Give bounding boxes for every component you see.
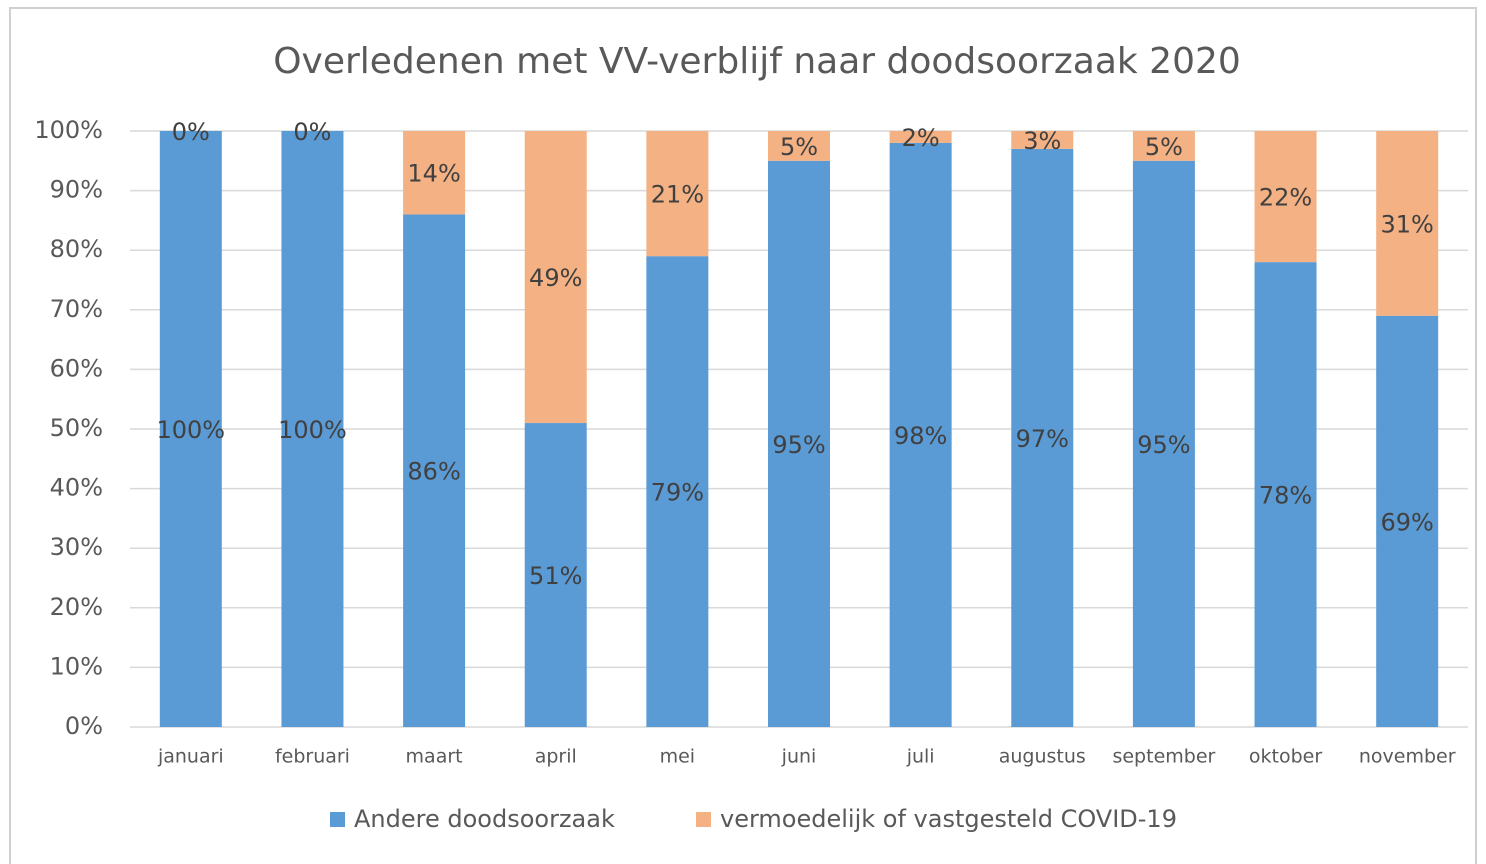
data-label: 0% (293, 118, 331, 146)
bar-segment (1011, 131, 1074, 149)
y-tick-label: 10% (50, 652, 103, 680)
bar-segment (281, 131, 344, 727)
x-tick-label: juni (781, 746, 817, 768)
legend-swatch (696, 812, 711, 827)
bar-segment (768, 160, 830, 728)
x-tick-label: augustus (999, 746, 1086, 768)
bar-segment (1376, 315, 1439, 727)
data-label: 69% (1381, 508, 1434, 536)
chart-frame (9, 7, 1477, 864)
bar-segment (524, 131, 587, 424)
data-label: 22% (1259, 184, 1312, 212)
data-label: 100% (157, 416, 226, 444)
bar-segment (1254, 131, 1317, 263)
data-label: 95% (772, 431, 825, 459)
y-tick-label: 50% (50, 414, 103, 442)
data-label: 2% (902, 124, 940, 152)
legend-swatch (330, 812, 345, 827)
x-tick-label: juli (906, 746, 935, 768)
bar-segment (646, 131, 709, 257)
x-tick-label: september (1112, 746, 1215, 768)
bar-segment (1376, 131, 1439, 316)
x-tick-label: oktober (1249, 746, 1322, 768)
bar-segment (768, 131, 830, 161)
x-tick-label: maart (406, 746, 463, 768)
bar-segment (1254, 262, 1317, 727)
y-tick-label: 90% (50, 176, 103, 204)
x-tick-label: mei (660, 746, 695, 768)
x-tick-label: november (1359, 746, 1456, 768)
bar-segment (1132, 131, 1195, 161)
data-label: 51% (529, 562, 582, 590)
bar-segment (1132, 160, 1195, 728)
x-tick-label: april (535, 746, 577, 768)
data-label: 49% (529, 264, 582, 292)
bar-segment (889, 142, 952, 728)
chart-title: Overledenen met VV-verblijf naar doodsoo… (273, 41, 1241, 82)
legend-label: vermoedelijk of vastgesteld COVID-19 (720, 805, 1177, 833)
data-label: 5% (1145, 133, 1183, 161)
y-tick-label: 70% (50, 295, 103, 323)
bar-segment (159, 131, 222, 727)
bar-segment (1011, 148, 1074, 727)
data-label: 14% (407, 160, 460, 188)
data-label: 78% (1259, 482, 1312, 510)
x-tick-label: januari (157, 746, 224, 768)
data-label: 95% (1137, 431, 1190, 459)
y-tick-label: 80% (50, 235, 103, 263)
y-tick-label: 20% (50, 593, 103, 621)
data-label: 5% (780, 133, 818, 161)
legend-label: Andere doodsoorzaak (354, 805, 615, 833)
bar-segment (524, 423, 587, 727)
y-tick-label: 60% (50, 354, 103, 382)
y-tick-label: 0% (65, 712, 103, 740)
data-label: 31% (1381, 210, 1434, 238)
bar-segment (646, 256, 709, 727)
y-tick-label: 100% (34, 116, 103, 144)
data-label: 3% (1023, 127, 1061, 155)
data-label: 98% (894, 422, 947, 450)
y-tick-label: 40% (50, 474, 103, 502)
bar-segment (403, 131, 466, 215)
data-label: 97% (1016, 425, 1069, 453)
data-label: 79% (651, 479, 704, 507)
data-label: 21% (651, 181, 704, 209)
bar-segment (889, 131, 952, 143)
y-tick-label: 30% (50, 533, 103, 561)
x-tick-label: februari (275, 746, 350, 768)
data-label: 100% (278, 416, 347, 444)
data-label: 0% (172, 118, 210, 146)
data-label: 86% (407, 458, 460, 486)
bar-segment (403, 214, 466, 727)
